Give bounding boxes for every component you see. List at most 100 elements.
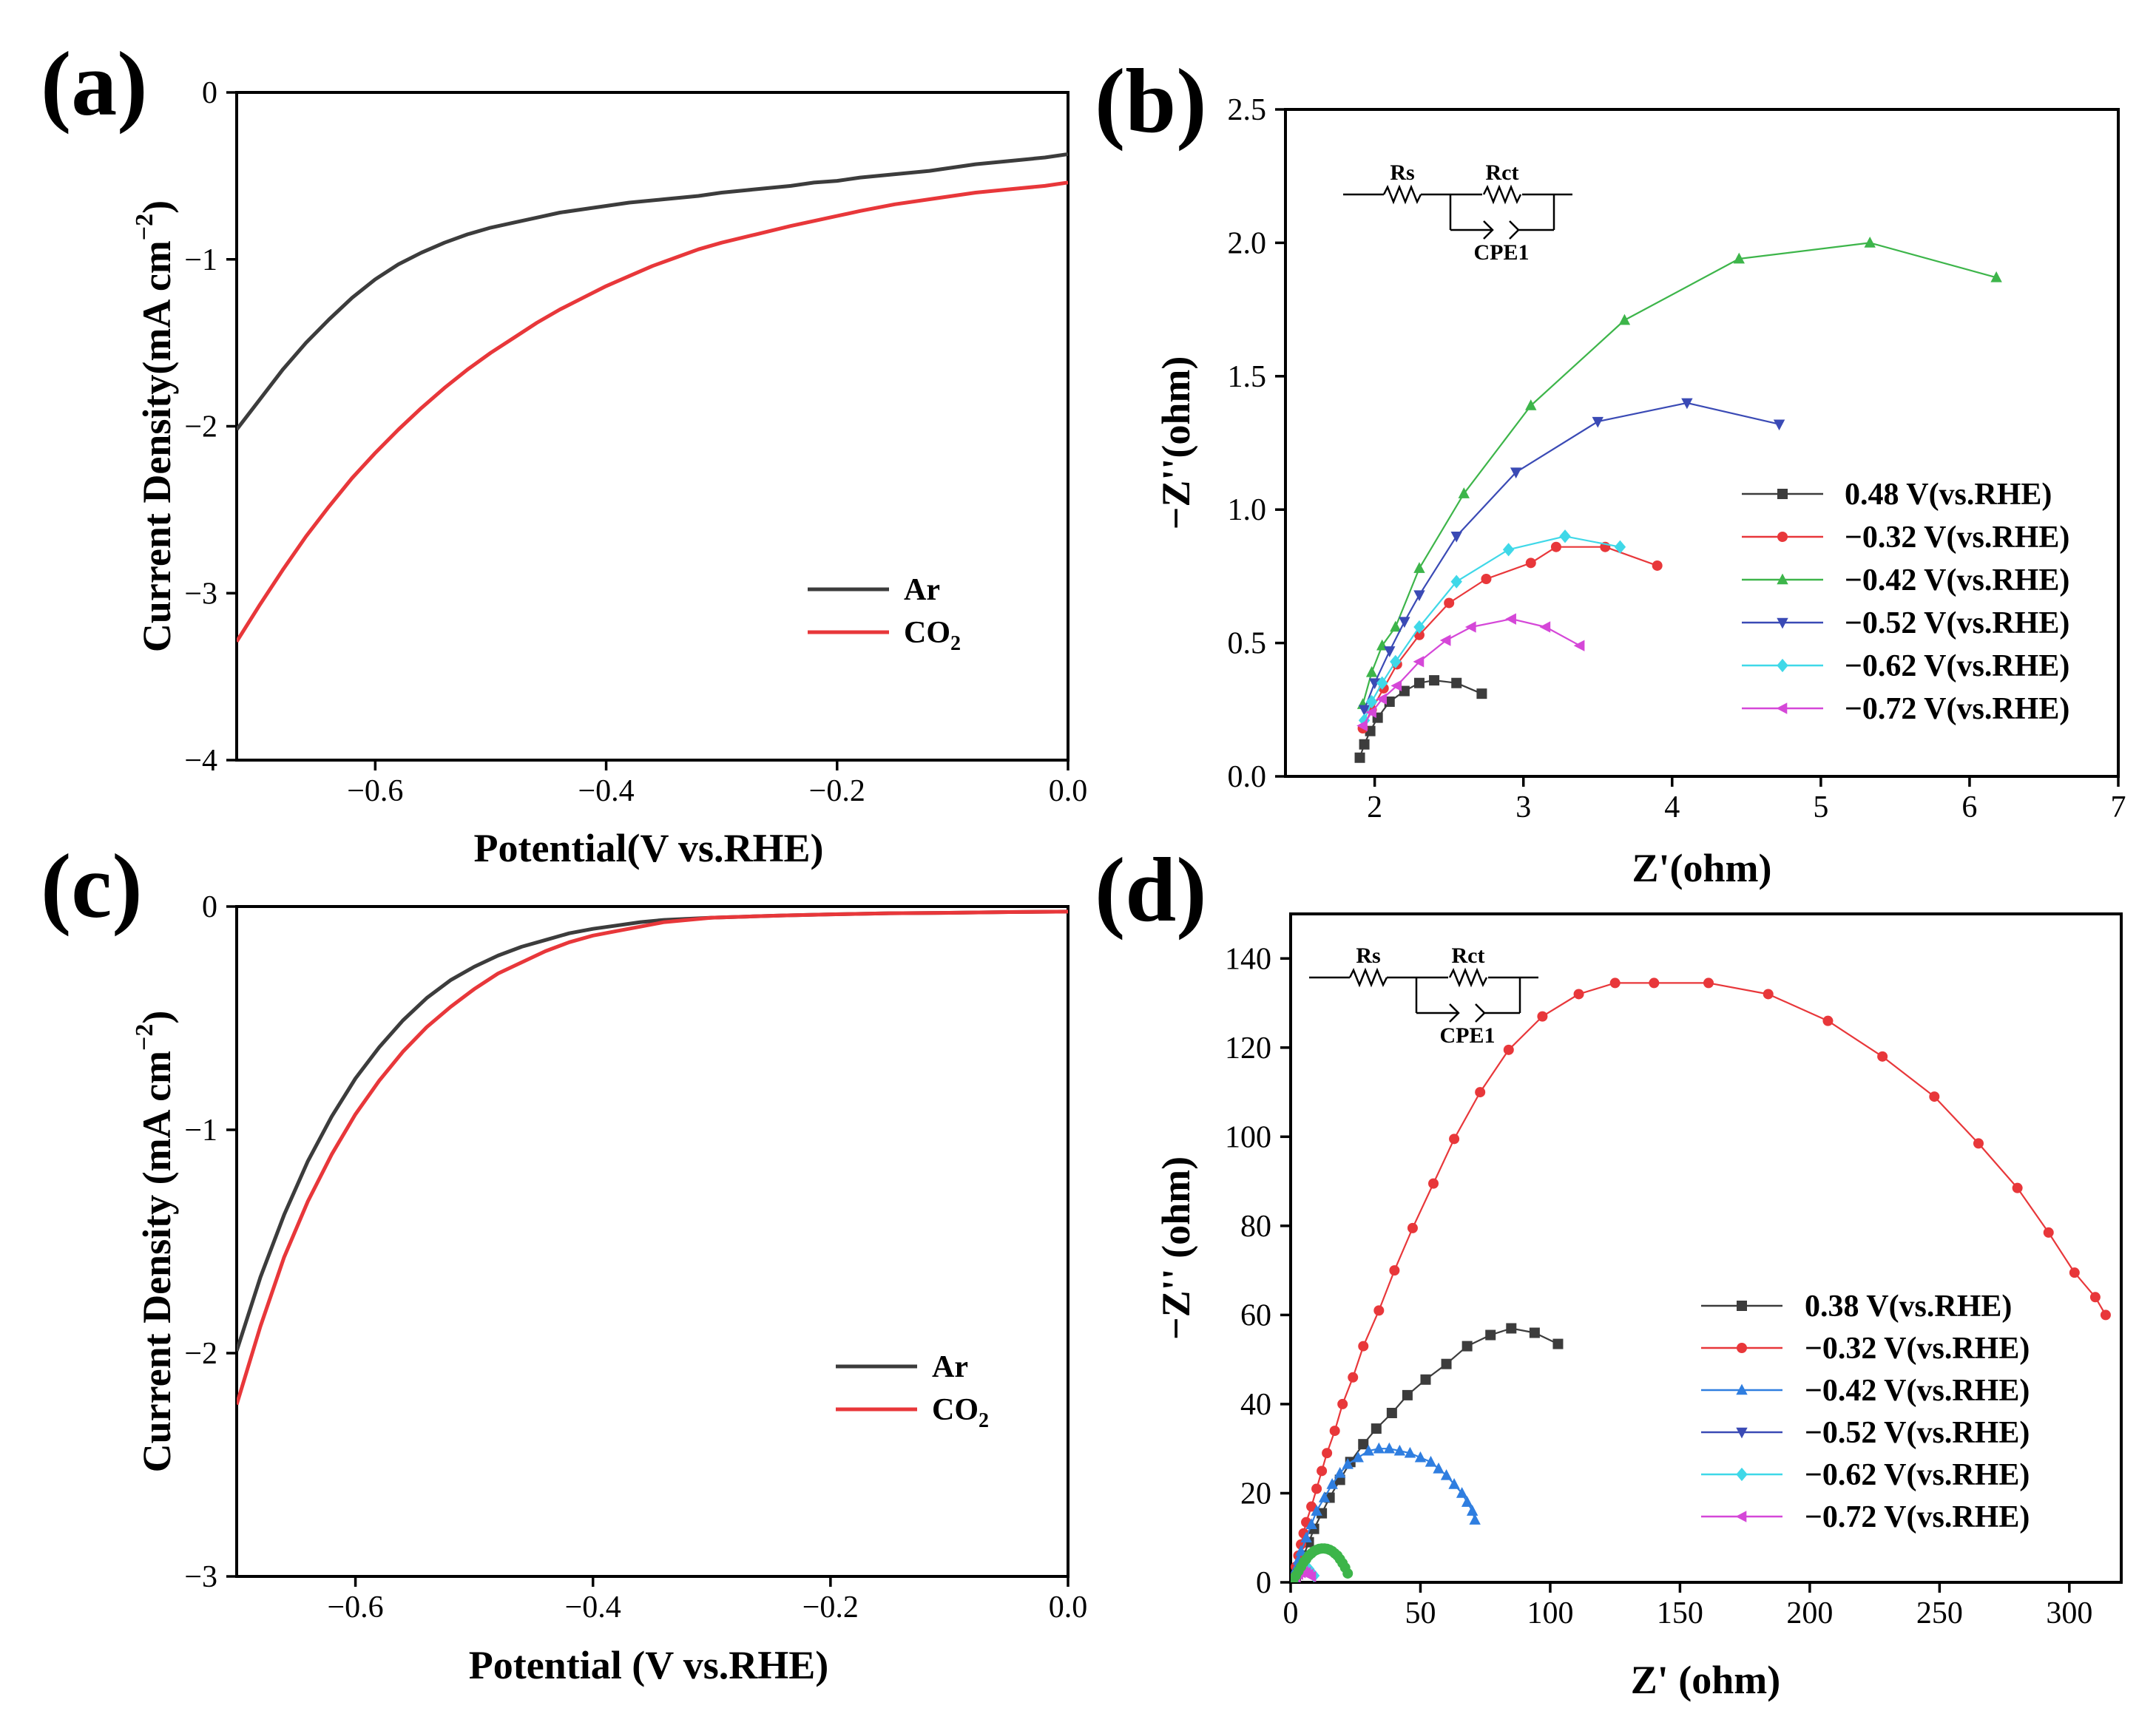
data-point <box>1763 989 1774 1000</box>
legend-entry: −0.52 V(vs.RHE) <box>1845 606 2069 640</box>
data-point <box>1402 1389 1413 1400</box>
data-point <box>1973 1138 1984 1149</box>
legend-entry: 0.48 V(vs.RHE) <box>1845 478 2052 512</box>
data-point <box>1649 977 1660 989</box>
y-axis-label-sup: −2 <box>131 1024 158 1051</box>
x-axis-label: Potential(V vs.RHE) <box>474 826 824 870</box>
legend-entry-text: −0.52 V(vs.RHE) <box>1805 1416 2030 1450</box>
y-tick-label: 1.5 <box>1228 360 1267 394</box>
legend-entry: −0.62 V(vs.RHE) <box>1805 1458 2030 1492</box>
x-tick-label: 200 <box>1786 1596 1833 1630</box>
data-point <box>1539 621 1551 633</box>
data-point <box>1506 1323 1517 1334</box>
y-tick-label: −3 <box>184 577 217 611</box>
plot-area <box>237 152 1068 643</box>
legend-marker <box>1777 489 1788 499</box>
data-point <box>1365 706 1376 719</box>
y-axis-label: −Z'' (ohm) <box>1154 1156 1198 1340</box>
cpe-icon <box>1509 220 1520 240</box>
y-tick-label: 0.0 <box>1228 760 1267 794</box>
series-line-1 <box>1294 1327 1558 1579</box>
legend-entry-text: −0.62 V(vs.RHE) <box>1845 649 2069 683</box>
y-tick-label: 20 <box>1240 1477 1271 1511</box>
x-tick-label: −0.2 <box>802 1590 859 1624</box>
data-point <box>1476 688 1487 699</box>
data-point <box>1348 1372 1359 1383</box>
series-line-2 <box>237 180 1068 643</box>
data-point <box>1475 1087 1486 1098</box>
y-tick-label: 120 <box>1225 1031 1271 1065</box>
data-point <box>1441 1358 1452 1369</box>
data-point <box>1449 1134 1460 1145</box>
legend-entry-text: −0.42 V(vs.RHE) <box>1805 1374 2030 1408</box>
legend-entry-text: CO <box>932 1393 979 1427</box>
data-point <box>2089 1292 2101 1303</box>
data-point <box>1450 575 1462 589</box>
data-point <box>1317 1466 1328 1477</box>
legend-entry: −0.72 V(vs.RHE) <box>1845 692 2069 726</box>
panel-b: (b) 2 3 4 5 6 7 0.0 0.5 1.0 1.5 2.0 2.5 Z'(ohm) −Z''(o… <box>1095 50 2126 890</box>
legend-entry-text: −0.72 V(vs.RHE) <box>1845 692 2069 726</box>
data-point <box>1318 1491 1331 1502</box>
x-tick-label: 250 <box>1916 1596 1963 1630</box>
x-tick-label: 3 <box>1515 790 1531 824</box>
series-line-1 <box>237 152 1068 431</box>
data-point <box>1464 621 1476 633</box>
y-tick-label: 140 <box>1225 942 1271 976</box>
legend-entry-sub: 2 <box>950 632 961 655</box>
y-tick-label: −3 <box>184 1560 217 1594</box>
data-point <box>1420 1374 1431 1385</box>
y-axis-label: Current Density (mA cm−2) <box>131 1011 179 1473</box>
data-point <box>1337 1398 1348 1409</box>
x-tick-label: −0.6 <box>347 774 403 808</box>
legend-entry: Ar <box>904 573 940 607</box>
series-line-2 <box>1362 546 1658 729</box>
data-point <box>1681 398 1693 410</box>
y-tick-label: 80 <box>1240 1210 1271 1244</box>
data-point <box>1376 676 1388 690</box>
panel-c: (c) −0.6 −0.4 −0.2 0.0 0 −1 −2 −3 Potential (V vs… <box>41 836 1087 1687</box>
panel-letter: (c) <box>41 836 143 937</box>
legend-entry-text: Ar <box>932 1350 968 1384</box>
data-point <box>1342 1568 1354 1579</box>
data-point <box>1358 1341 1369 1352</box>
y-tick-label: −1 <box>184 1114 217 1148</box>
y-axis-label-close: ) <box>135 200 179 214</box>
panel-letter: (a) <box>41 33 148 135</box>
rs-resistor-icon <box>1348 967 1388 988</box>
data-point <box>1428 1178 1439 1189</box>
data-point <box>1703 977 1714 989</box>
plot-frame <box>235 91 1069 762</box>
plot-frame <box>235 905 1069 1578</box>
data-point <box>1559 529 1571 543</box>
legend-marker <box>1777 617 1788 629</box>
y-tick-label: 0 <box>1256 1566 1271 1600</box>
data-point <box>1352 1451 1364 1463</box>
data-point <box>1376 693 1387 705</box>
data-point <box>1413 620 1425 634</box>
panel-d: (d) 0 50 100 150 200 250 300 0 20 40 60 80 100 120 140 Z… <box>1095 839 2123 1702</box>
legend-entry: CO2 <box>932 1393 989 1432</box>
data-point <box>1510 467 1522 479</box>
series-line-1 <box>237 909 1068 1352</box>
x-tick-label: −0.4 <box>578 774 634 808</box>
data-point <box>1466 1505 1479 1516</box>
y-tick-label: 60 <box>1240 1298 1271 1332</box>
data-point <box>1550 541 1561 552</box>
data-point <box>1822 1015 1834 1026</box>
data-point <box>1399 685 1410 697</box>
legend-entry: Ar <box>932 1350 968 1384</box>
legend-marker <box>1737 1343 1747 1353</box>
data-point <box>1384 696 1395 707</box>
x-tick-label: 300 <box>2046 1596 2092 1630</box>
data-point <box>1592 416 1604 428</box>
data-point <box>1300 1531 1312 1543</box>
y-axis-label-main: −Z'' (ohm) <box>1154 1156 1198 1340</box>
legend-marker <box>1736 1383 1748 1395</box>
series-line-1 <box>1359 679 1482 759</box>
x-tick-label: 50 <box>1405 1596 1436 1630</box>
panel-letter: (d) <box>1095 839 1207 941</box>
legend-entry-text: −0.62 V(vs.RHE) <box>1805 1458 2030 1492</box>
data-point <box>1329 1426 1340 1437</box>
